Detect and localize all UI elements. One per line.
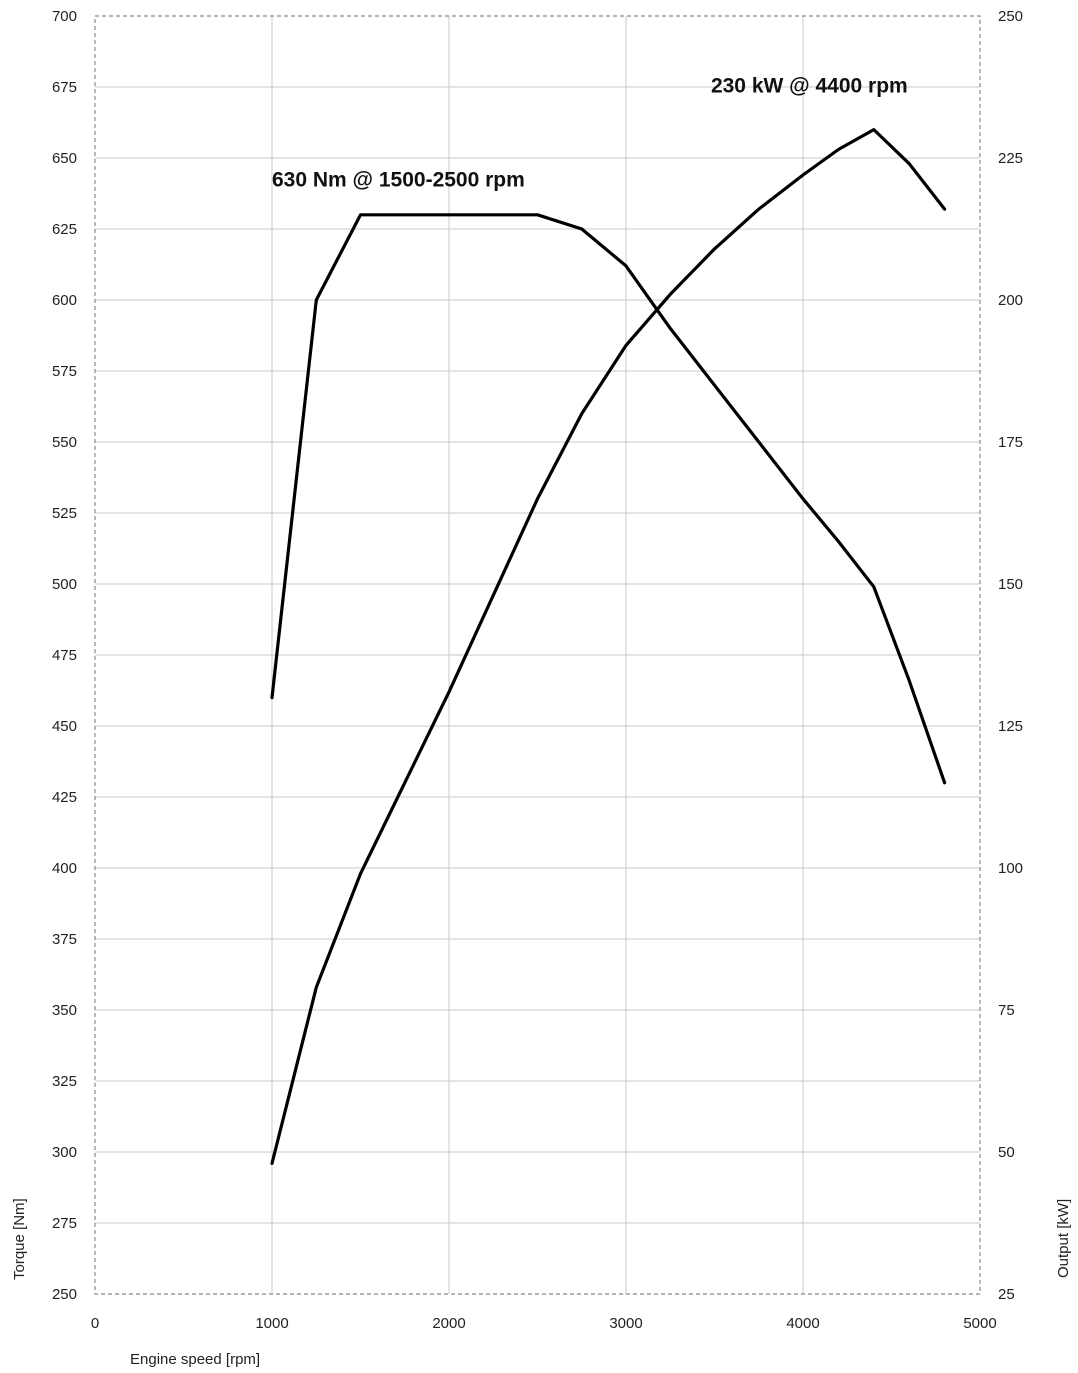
x-axis-title: Engine speed [rpm] [130, 1351, 260, 1368]
y-left-tick-label: 400 [52, 860, 77, 877]
y-left-tick-label: 375 [52, 931, 77, 948]
annotations: 630 Nm @ 1500-2500 rpm 230 kW @ 4400 rpm [272, 75, 908, 192]
x-tick-labels: 0 1000 2000 3000 4000 5000 [91, 1315, 997, 1332]
y-left-tick-label: 325 [52, 1073, 77, 1090]
y-left-tick-label: 300 [52, 1144, 77, 1161]
y-left-tick-label: 700 [52, 8, 77, 25]
annotation-label: 230 kW @ 4400 rpm [711, 75, 908, 98]
x-tick-label: 0 [91, 1315, 99, 1332]
y-left-tick-label: 250 [52, 1286, 77, 1303]
y-left-tick-label: 350 [52, 1002, 77, 1019]
y-left-tick-label: 500 [52, 576, 77, 593]
y-left-axis-title: Torque [Nm] [11, 1198, 28, 1280]
y-right-tick-label: 125 [998, 718, 1023, 735]
y-right-tick-label: 100 [998, 860, 1023, 877]
y-right-tick-label: 200 [998, 292, 1023, 309]
y-left-tick-label: 625 [52, 221, 77, 238]
x-tick-label: 2000 [432, 1315, 465, 1332]
y-left-tick-label: 575 [52, 363, 77, 380]
output-curve [270, 128, 947, 1166]
y-right-tick-labels: 25 50 75 100 125 150 175 200 225 250 [998, 8, 1023, 1303]
series-lines [270, 128, 947, 1166]
torque-curve [270, 213, 947, 785]
x-tick-label: 3000 [609, 1315, 642, 1332]
x-tick-label: 5000 [963, 1315, 996, 1332]
y-right-tick-label: 50 [998, 1144, 1015, 1161]
x-tick-label: 1000 [255, 1315, 288, 1332]
y-left-tick-label: 450 [52, 718, 77, 735]
y-right-tick-label: 25 [998, 1286, 1015, 1303]
y-left-tick-label: 525 [52, 505, 77, 522]
y-left-tick-label: 475 [52, 647, 77, 664]
annotation-label: 630 Nm @ 1500-2500 rpm [272, 168, 525, 191]
y-left-tick-label: 425 [52, 789, 77, 806]
y-right-tick-label: 175 [998, 434, 1023, 451]
grid-lines [95, 16, 980, 1294]
y-left-tick-label: 600 [52, 292, 77, 309]
y-right-tick-label: 250 [998, 8, 1023, 25]
y-left-tick-label: 550 [52, 434, 77, 451]
y-left-tick-label: 275 [52, 1215, 77, 1232]
y-left-tick-label: 650 [52, 150, 77, 167]
y-right-axis-title: Output [kW] [1055, 1199, 1072, 1278]
y-right-tick-label: 150 [998, 576, 1023, 593]
x-tick-label: 4000 [786, 1315, 819, 1332]
y-left-tick-labels: 250 275 300 325 350 375 400 425 450 475 500 525 550 5… [52, 8, 77, 1303]
y-right-tick-label: 225 [998, 150, 1023, 167]
plot-frame [94, 15, 981, 1295]
y-right-tick-label: 75 [998, 1002, 1015, 1019]
y-left-tick-label: 675 [52, 79, 77, 96]
